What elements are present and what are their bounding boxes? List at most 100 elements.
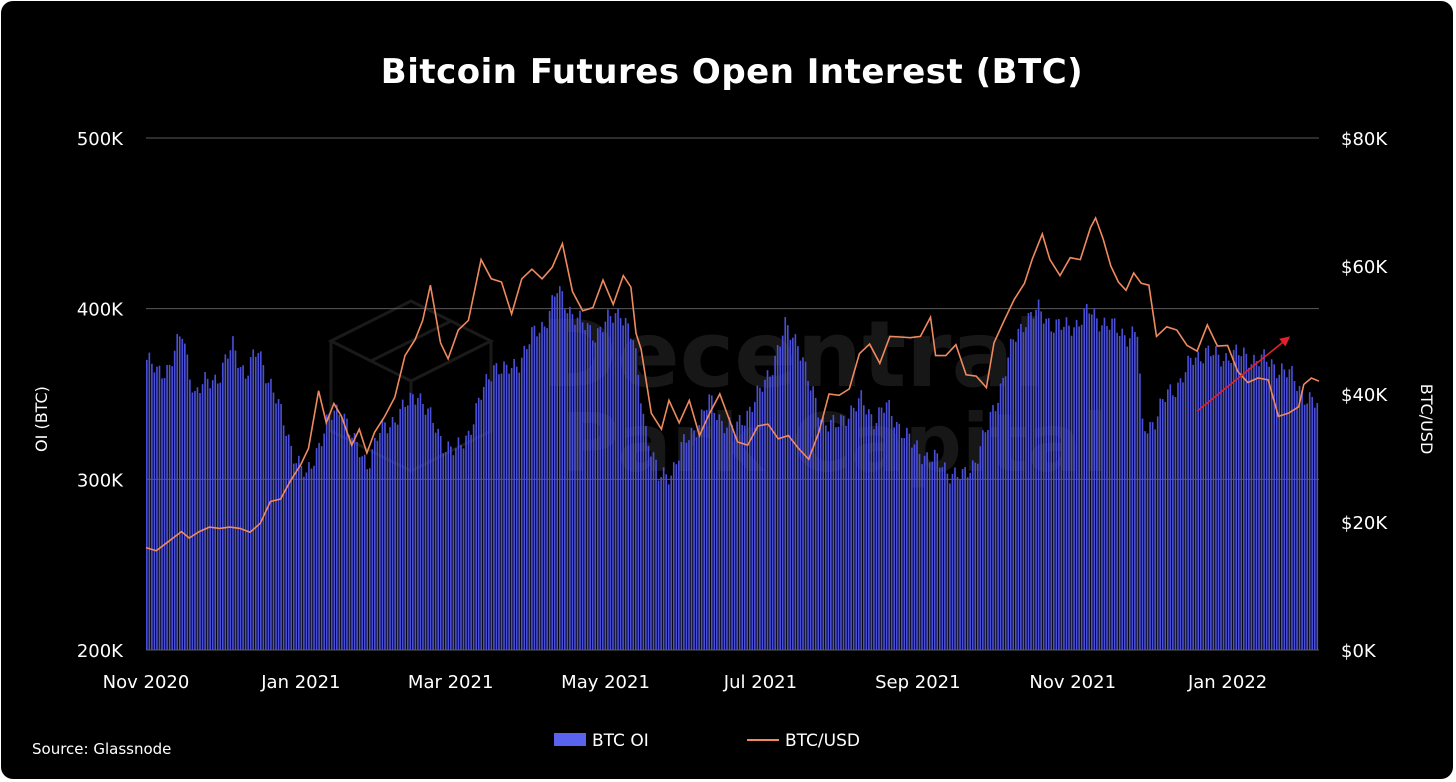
oi-bar [748, 406, 751, 650]
oi-bar [1108, 329, 1111, 650]
oi-bar [1192, 364, 1194, 650]
oi-bar [404, 407, 407, 650]
oi-bar [222, 362, 224, 650]
oi-bar [1020, 323, 1022, 650]
oi-bar [971, 460, 974, 650]
oi-bar [746, 410, 749, 650]
oi-bar [690, 427, 693, 650]
oi-bar [196, 387, 199, 650]
oi-bar [1027, 312, 1030, 650]
oi-bar [875, 423, 878, 650]
oi-bar [153, 372, 156, 650]
oi-bar [320, 446, 323, 650]
oi-bar [670, 475, 673, 650]
oi-bar [386, 433, 389, 650]
oi-bar [1058, 319, 1060, 650]
oi-bar [703, 410, 705, 650]
oi-bar [564, 309, 566, 650]
oi-bar [1065, 317, 1068, 650]
oi-bar [558, 286, 561, 650]
price-line [145, 216, 1320, 552]
oi-bar [249, 357, 252, 650]
oi-bar [366, 469, 369, 650]
oi-bar [551, 295, 553, 650]
oi-bar [974, 462, 977, 650]
oi-bar [1022, 332, 1025, 650]
oi-bar [1250, 364, 1253, 650]
oi-bar [1235, 344, 1238, 650]
oi-bar [1093, 308, 1096, 650]
oi-bar [1303, 404, 1306, 650]
oi-bar [515, 366, 518, 650]
oi-bar [1281, 363, 1283, 650]
oi-bar [265, 383, 267, 650]
y-right-tick: $60K [1341, 257, 1388, 278]
oi-bar [417, 398, 419, 650]
oi-bar [1311, 397, 1314, 650]
oi-bar [1146, 433, 1149, 650]
oi-bar [1090, 314, 1093, 650]
oi-bar [480, 399, 483, 650]
oi-bar [1121, 328, 1124, 650]
oi-bar [944, 462, 946, 650]
oi-bar [1070, 335, 1073, 650]
oi-bar [807, 381, 809, 650]
oi-bar [662, 467, 665, 650]
oi-bar [178, 336, 181, 650]
oi-bar [229, 350, 232, 650]
oi-bar [437, 428, 439, 650]
chart-title: Bitcoin Futures Open Interest (BTC) [381, 52, 1083, 92]
oi-bar [792, 337, 794, 650]
oi-bar [500, 373, 503, 650]
oi-bar [655, 459, 657, 650]
oi-bar [675, 464, 678, 650]
x-tick: Mar 2021 [408, 672, 494, 693]
oi-bar [1169, 384, 1172, 650]
oi-bar [1085, 303, 1088, 650]
oi-bar [442, 453, 445, 650]
oi-bar [931, 461, 934, 650]
oi-bar [870, 414, 873, 650]
oi-bar [723, 433, 726, 650]
oi-bar [237, 368, 239, 650]
oi-bar [290, 445, 293, 650]
oi-bar [482, 386, 485, 650]
oi-bar [868, 409, 870, 650]
oi-bar [1141, 418, 1144, 650]
oi-bar [1151, 422, 1154, 650]
oi-bar [353, 433, 356, 650]
oi-bar [888, 399, 890, 650]
oi-bar [452, 455, 455, 650]
oi-bar [227, 358, 229, 650]
oi-bar [523, 345, 526, 650]
oi-bar [1273, 364, 1276, 650]
oi-bar [634, 348, 637, 650]
oi-bar [1237, 355, 1240, 650]
oi-bar [323, 433, 325, 650]
oi-bar [1212, 355, 1215, 650]
oi-bar [880, 407, 883, 650]
oi-bar [667, 484, 670, 650]
oi-bar [508, 373, 510, 650]
oi-bar [812, 386, 814, 650]
y-right-tick: $0K [1341, 641, 1377, 662]
oi-bar [219, 382, 222, 650]
oi-bar [700, 409, 703, 650]
trend-arrow [1196, 336, 1291, 412]
oi-bar [204, 372, 206, 650]
oi-bar [1128, 338, 1131, 650]
oi-bar [315, 448, 318, 650]
oi-bar [163, 378, 166, 650]
oi-bar [1118, 335, 1121, 650]
oi-bar [543, 326, 546, 650]
oi-bar [148, 352, 151, 650]
oi-bar [883, 412, 885, 650]
oi-bar [211, 380, 214, 650]
oi-bar [1060, 329, 1063, 650]
x-tick: Nov 2021 [1029, 672, 1116, 693]
oi-bar [239, 367, 242, 650]
oi-bar [262, 365, 265, 650]
oi-bar [505, 364, 508, 650]
oi-bar [716, 420, 718, 650]
